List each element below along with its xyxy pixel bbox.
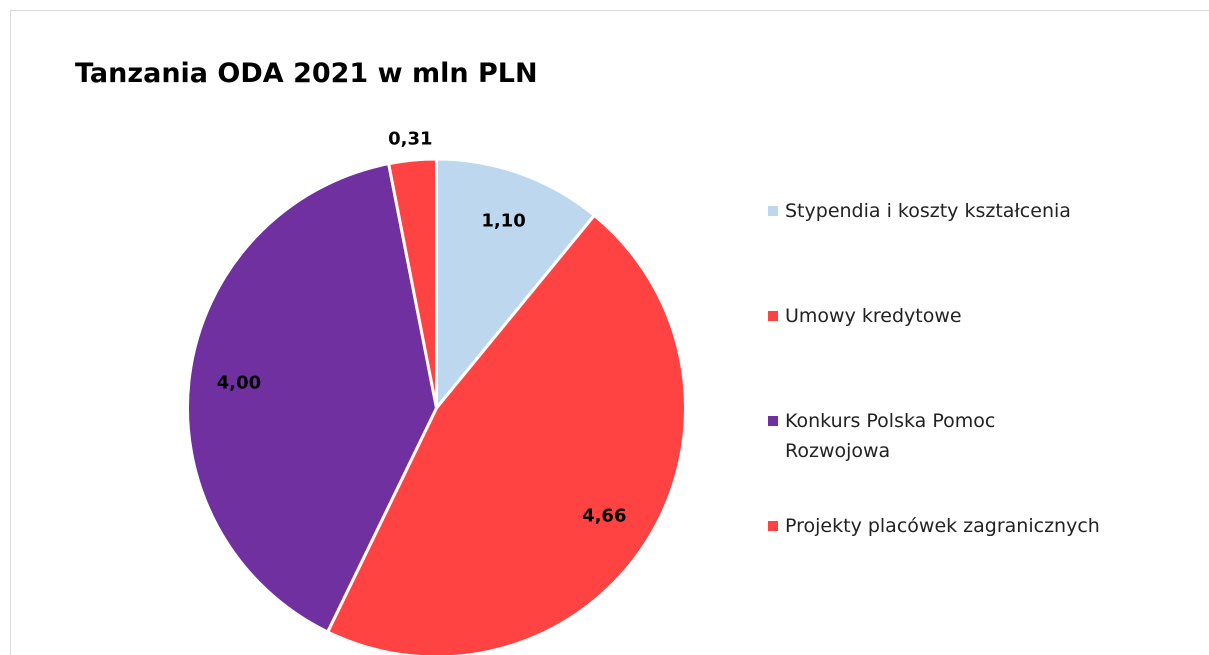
pie-slice: [186, 161, 439, 634]
pie-slice: [386, 157, 438, 409]
pie-slice: [325, 213, 687, 655]
legend-item: Umowy kredytowe: [768, 301, 1185, 331]
data-label: 1,10: [481, 210, 525, 231]
legend-label: Umowy kredytowe: [785, 305, 962, 327]
chart-title: Tanzania ODA 2021 w mln PLN: [75, 58, 538, 89]
legend-item: Stypendia i koszty kształcenia: [768, 196, 1185, 226]
data-label: 4,00: [217, 372, 261, 393]
legend-label: Projekty placówek zagranicznych: [785, 515, 1100, 537]
legend-label: Konkurs Polska Pomoc Rozwojowa: [785, 410, 996, 462]
chart-frame: [10, 10, 1209, 655]
pie-slice: [435, 157, 597, 413]
legend-swatch: [768, 311, 778, 321]
legend-item: Konkurs Polska Pomoc Rozwojowa: [768, 406, 1045, 466]
legend-item: Projekty placówek zagranicznych: [768, 511, 1185, 541]
legend-swatch: [768, 416, 778, 426]
legend-label: Stypendia i koszty kształcenia: [785, 200, 1071, 222]
data-label: 0,31: [388, 128, 432, 149]
legend-swatch: [768, 521, 778, 531]
data-label: 4,66: [582, 505, 626, 526]
legend-swatch: [768, 206, 778, 216]
